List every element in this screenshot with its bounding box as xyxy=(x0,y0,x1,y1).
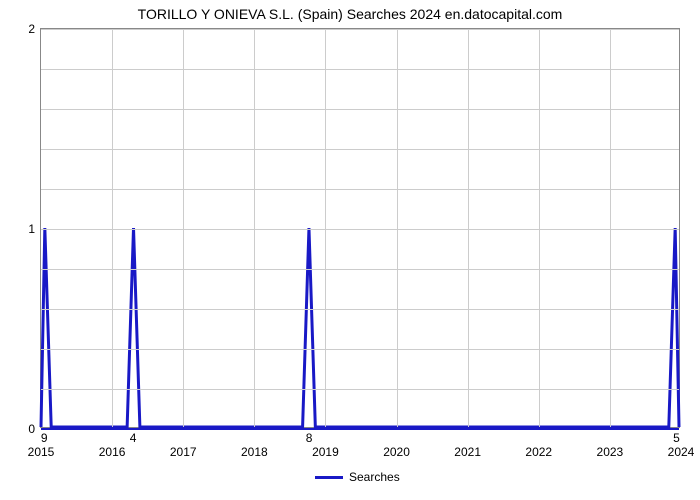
grid-v xyxy=(112,29,113,427)
chart-title: TORILLO Y ONIEVA S.L. (Spain) Searches 2… xyxy=(0,6,700,22)
x-tick-label: 2016 xyxy=(99,445,126,459)
y-tick-label: 0 xyxy=(28,422,35,436)
grid-h xyxy=(41,29,679,30)
grid-v xyxy=(468,29,469,427)
grid-v xyxy=(539,29,540,427)
grid-h-minor xyxy=(41,69,679,70)
grid-h-minor xyxy=(41,309,679,310)
grid-h xyxy=(41,229,679,230)
grid-v xyxy=(397,29,398,427)
legend-label: Searches xyxy=(349,470,400,484)
grid-h-minor xyxy=(41,389,679,390)
x-tick-label: 2019 xyxy=(312,445,339,459)
grid-v xyxy=(183,29,184,427)
spike-value-label: 4 xyxy=(130,431,137,445)
chart-container: TORILLO Y ONIEVA S.L. (Spain) Searches 2… xyxy=(0,0,700,500)
baseline xyxy=(41,428,679,430)
grid-v xyxy=(325,29,326,427)
grid-v xyxy=(254,29,255,427)
grid-h-minor xyxy=(41,149,679,150)
y-tick-label: 1 xyxy=(28,222,35,236)
x-tick-label: 2024 xyxy=(668,445,695,459)
legend-swatch xyxy=(315,476,343,479)
x-tick-label: 2015 xyxy=(28,445,55,459)
series-line xyxy=(41,29,679,427)
grid-h-minor xyxy=(41,109,679,110)
x-tick-label: 2017 xyxy=(170,445,197,459)
grid-h-minor xyxy=(41,349,679,350)
grid-v xyxy=(610,29,611,427)
legend: Searches xyxy=(315,470,400,484)
x-tick-label: 2022 xyxy=(525,445,552,459)
spike-value-label: 8 xyxy=(306,431,313,445)
grid-h-minor xyxy=(41,189,679,190)
spike-value-label: 9 xyxy=(41,431,48,445)
x-tick-label: 2023 xyxy=(597,445,624,459)
x-tick-label: 2020 xyxy=(383,445,410,459)
plot-area: 0122015201620172018201920202021202220232… xyxy=(40,28,680,428)
grid-h-minor xyxy=(41,269,679,270)
y-tick-label: 2 xyxy=(28,22,35,36)
x-tick-label: 2021 xyxy=(454,445,481,459)
spike-value-label: 5 xyxy=(673,431,680,445)
x-tick-label: 2018 xyxy=(241,445,268,459)
